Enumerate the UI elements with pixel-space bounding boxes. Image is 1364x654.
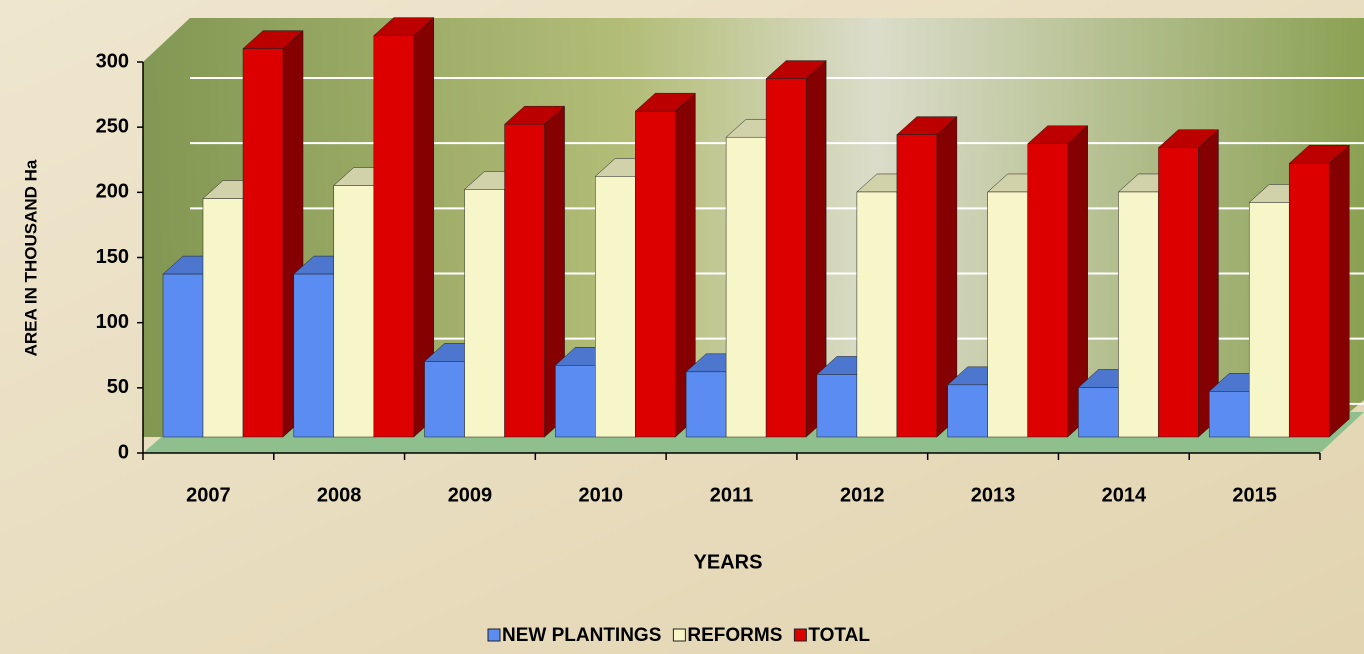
- bar: [504, 123, 545, 438]
- x-tick-label: 2009: [448, 484, 493, 506]
- x-tick-label: 2011: [710, 484, 753, 506]
- y-axis-title: AREA IN THOUSAND Ha: [21, 159, 40, 356]
- bar: [202, 198, 244, 438]
- y-tick-label: 0: [118, 441, 129, 463]
- y-tick-label: 200: [96, 181, 129, 203]
- y-tick-label: 100: [96, 311, 129, 333]
- bar: [987, 191, 1028, 438]
- bar: [1118, 191, 1159, 438]
- x-tick-label: 2010: [578, 484, 623, 506]
- x-tick-label: 2014: [1102, 484, 1147, 506]
- bar: [1248, 202, 1290, 438]
- bar: [464, 189, 505, 438]
- legend-label: TOTAL: [808, 625, 870, 646]
- bar: [1158, 147, 1199, 438]
- legend-swatch: [672, 628, 686, 642]
- bar: [896, 134, 938, 438]
- x-axis-title: YEARS: [694, 551, 763, 573]
- bar: [685, 371, 727, 438]
- bar: [635, 110, 676, 438]
- bar: [555, 365, 596, 438]
- bar: [947, 384, 988, 438]
- y-tick-label: 150: [96, 246, 129, 268]
- bar: [1208, 391, 1250, 438]
- legend-swatch: [487, 628, 501, 642]
- legend-swatch: [793, 628, 807, 642]
- x-tick-label: 2012: [840, 484, 885, 506]
- bar-side: [1328, 144, 1350, 438]
- x-tick-label: 2015: [1232, 484, 1277, 506]
- y-tick-label: 50: [107, 376, 129, 398]
- bar: [725, 136, 767, 438]
- x-tick-label: 2007: [186, 484, 231, 506]
- bar: [1027, 143, 1068, 438]
- bar: [765, 78, 807, 438]
- bar: [373, 35, 415, 438]
- bar: [293, 273, 335, 438]
- bar: [595, 176, 636, 438]
- bar: [816, 374, 858, 438]
- legend-label: NEW PLANTINGS: [502, 625, 661, 646]
- bar: [1288, 163, 1330, 438]
- bar: [1078, 387, 1119, 438]
- bar: [242, 48, 284, 438]
- x-tick-label: 2008: [317, 484, 362, 506]
- y-tick-label: 300: [96, 50, 129, 72]
- bar: [333, 185, 375, 438]
- legend: NEW PLANTINGS REFORMS TOTAL: [487, 625, 870, 646]
- y-tick-label: 250: [96, 115, 129, 137]
- bar: [856, 191, 898, 438]
- bar: [424, 361, 465, 438]
- x-tick-label: 2013: [971, 484, 1016, 506]
- bar: [162, 273, 204, 438]
- legend-label: REFORMS: [687, 625, 782, 646]
